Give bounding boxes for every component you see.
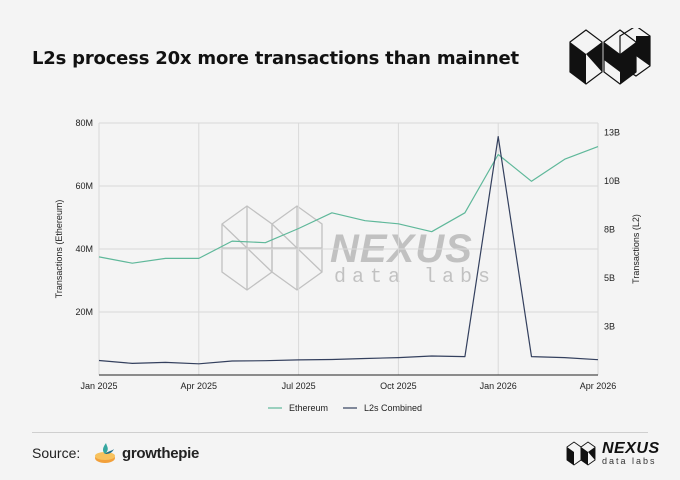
source-label: Source: — [32, 445, 81, 461]
y-left-tick-label: 20M — [75, 307, 93, 317]
y-right-tick-label: 8B — [604, 225, 615, 235]
y-left-tick-label: 60M — [75, 181, 93, 191]
nexus-logo-icon — [569, 28, 651, 85]
growthepie-name: growthepie — [122, 444, 200, 462]
legend-l2-label: L2s Combined — [364, 403, 422, 413]
legend-ethereum-label: Ethereum — [289, 403, 328, 413]
y-left-tick-label: 80M — [75, 118, 93, 128]
growthepie-icon — [95, 443, 115, 463]
series-lines — [98, 136, 599, 365]
y-right-tick-label: 10B — [604, 176, 620, 186]
brand-sub: data labs — [602, 455, 657, 466]
y-axis-left-label: Transactions (Ethereum) — [54, 200, 64, 299]
chart-title: L2s process 20x more transactions than m… — [32, 48, 519, 69]
x-tick-label: Jan 2026 — [480, 381, 517, 391]
x-tick-label: Apr 2025 — [181, 381, 218, 391]
chart: NEXUS data labs 20M 40M 60M 80M 3B 5B 8B 10B 13B… — [54, 118, 641, 413]
brand-name: NEXUS — [602, 439, 660, 457]
watermark: NEXUS data labs — [221, 205, 496, 291]
y-left-tick-label: 40M — [75, 244, 93, 254]
x-tick-label: Apr 2026 — [580, 381, 617, 391]
y-right-tick-label: 5B — [604, 273, 615, 283]
x-tick-label: Oct 2025 — [380, 381, 417, 391]
growthepie-logo[interactable]: growthepie — [92, 440, 199, 466]
x-tick-label: Jul 2025 — [282, 381, 316, 391]
axes: 20M 40M 60M 80M 3B 5B 8B 10B 13B Jan 2025 Apr 2025… — [75, 118, 620, 391]
y-right-tick-label: 3B — [604, 322, 615, 332]
legend: Ethereum L2s Combined — [268, 403, 422, 413]
series-line-l2s-combined — [98, 136, 599, 365]
nexus-brand: NEXUS data labs — [566, 440, 660, 466]
y-axis-right-label: Transactions (L2) — [631, 214, 641, 284]
nexus-small-logo-icon — [566, 441, 596, 466]
series-line-ethereum — [98, 146, 599, 264]
grid-lines — [98, 122, 599, 375]
watermark-sub: data labs — [334, 266, 496, 289]
footer-divider — [32, 432, 648, 433]
x-tick-label: Jan 2025 — [80, 381, 117, 391]
y-right-tick-label: 13B — [604, 128, 620, 138]
